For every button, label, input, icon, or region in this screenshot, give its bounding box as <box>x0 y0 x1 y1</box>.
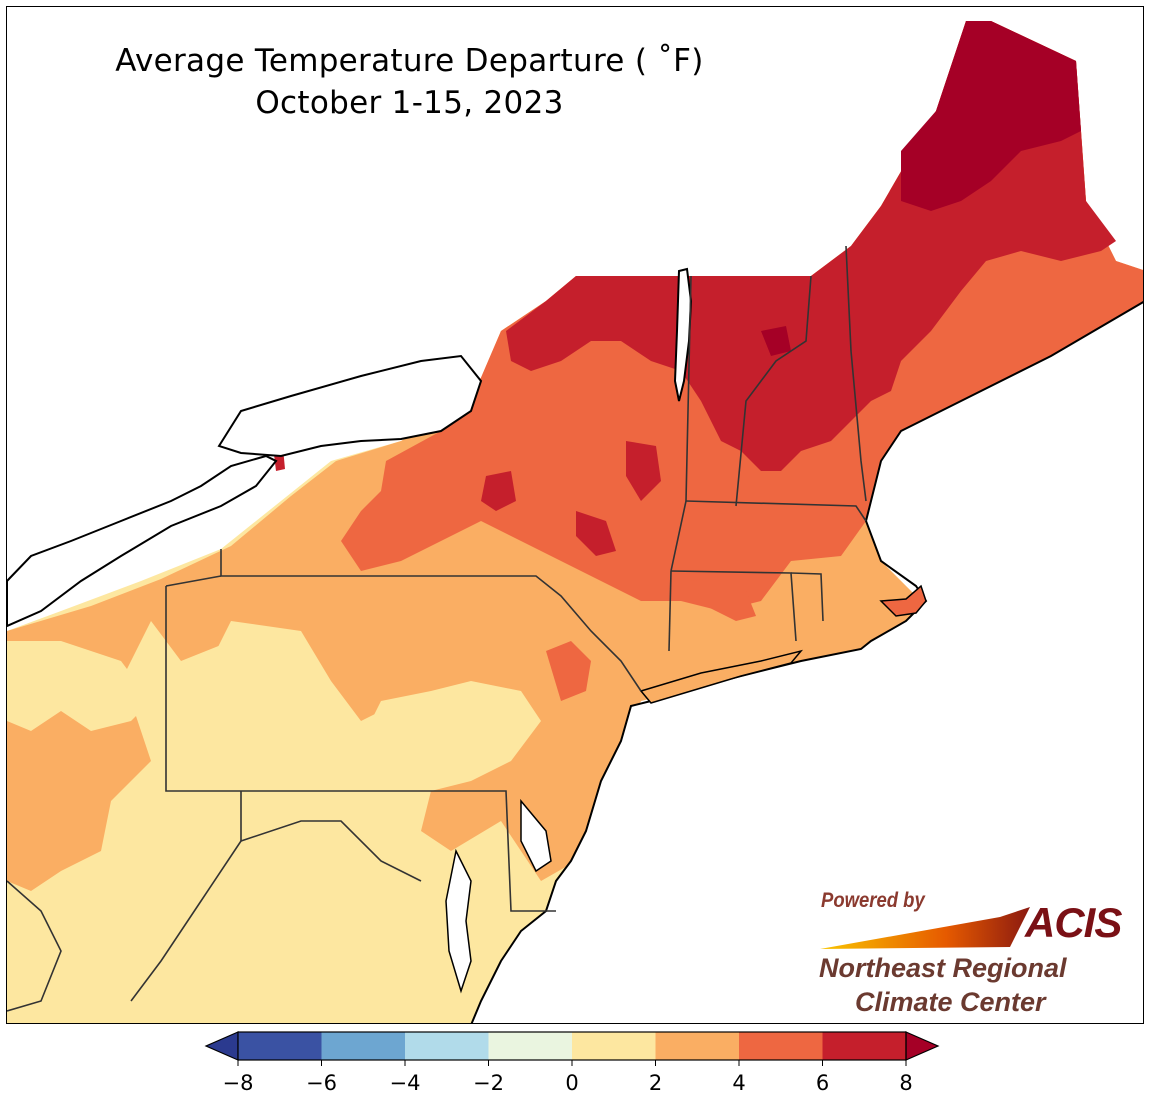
region-6-to-8-adk <box>626 441 661 501</box>
powered-by-label: Powered by <box>821 889 925 912</box>
nrcc-name-line1: Northeast Regional <box>819 953 1067 983</box>
long-island <box>639 649 804 704</box>
acis-nrcc-logo: Powered by ACIS Northeast Regional Clima… <box>815 887 1135 1022</box>
colorbar-tick-label: −6 <box>306 1071 337 1095</box>
region-6-to-8-cny <box>481 471 516 511</box>
chesapeake-bay <box>445 848 472 994</box>
acis-swoosh <box>820 907 1030 949</box>
map-frame: Average Temperature Departure ( ˚F) Octo… <box>6 6 1144 1024</box>
nrcc-name-line2: Climate Center <box>855 987 1046 1017</box>
colorbar-legend: −8 −6 −4 −2 0 2 4 6 8 <box>204 1031 940 1095</box>
colorbar-tick-label: −2 <box>473 1071 504 1095</box>
colorbar-tick-label: −8 <box>223 1071 254 1095</box>
map-title: Average Temperature Departure ( ˚F) <box>115 43 704 79</box>
region-6-to-8-catskill <box>576 511 616 556</box>
colorbar-over-arrow <box>905 1031 940 1061</box>
colorbar-tick-label: −4 <box>390 1071 421 1095</box>
lake-champlain <box>673 267 693 402</box>
temperature-departure-map <box>7 21 1143 1023</box>
colorbar-tick-label: 4 <box>732 1071 745 1095</box>
colorbar-tick-label: 6 <box>816 1071 829 1095</box>
colorbar-tick-label: 8 <box>899 1071 912 1095</box>
region-4-to-6-nj <box>546 641 591 701</box>
cape-cod <box>879 584 927 617</box>
region-2-to-4-west <box>7 701 151 891</box>
region-4-to-6-ct <box>691 576 756 621</box>
colorbar-bin <box>739 1032 823 1060</box>
delaware-bay <box>520 798 552 873</box>
lake-erie <box>7 454 278 628</box>
colorbar-tick-label: 0 <box>565 1071 578 1095</box>
colorbar-bin <box>572 1032 656 1060</box>
state-borders <box>7 245 867 1012</box>
colorbar-bin <box>405 1032 489 1060</box>
region-0-to-2-pa <box>201 621 541 791</box>
acis-wordmark: ACIS <box>1025 899 1122 946</box>
colorbar-bin <box>321 1032 406 1060</box>
region-over-8 <box>901 21 1081 211</box>
colorbar-bin <box>488 1032 573 1060</box>
map-subtitle-date: October 1-15, 2023 <box>255 85 564 121</box>
lake-ontario <box>217 354 483 458</box>
region-0-to-2-west <box>7 641 151 731</box>
colorbar-tick-label: 2 <box>649 1071 662 1095</box>
region-over-8-nh <box>761 326 791 356</box>
colorbar-bin <box>822 1032 907 1060</box>
colorbar-bin <box>238 1032 322 1060</box>
colorbar-bin <box>655 1032 740 1060</box>
colorbar-under-arrow <box>204 1031 239 1061</box>
